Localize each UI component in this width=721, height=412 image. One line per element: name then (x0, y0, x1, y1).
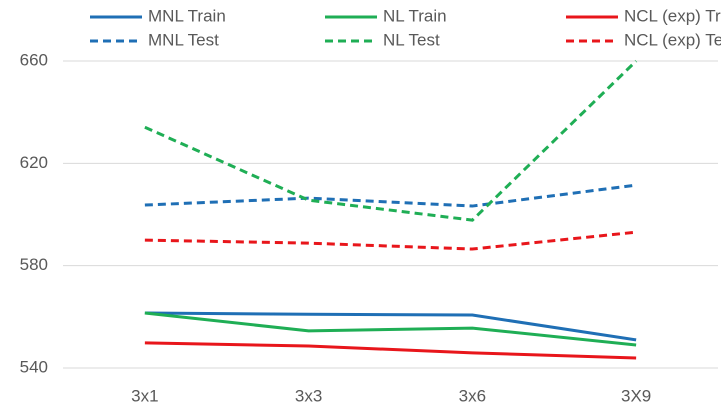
x-tick-label: 3x1 (131, 386, 158, 405)
series-line (144, 341, 637, 360)
x-tick-label: 3x6 (459, 386, 486, 405)
legend-label: NCL (exp) Test (624, 30, 721, 49)
legend-label: MNL Test (148, 30, 219, 49)
x-tick-label: 3X9 (621, 386, 651, 405)
legend-label: NL Train (383, 6, 447, 25)
legend-label: MNL Train (148, 6, 226, 25)
y-tick-label: 620 (20, 153, 48, 172)
series-line (144, 59, 638, 222)
series-line (144, 311, 637, 342)
legend-label: NL Test (383, 30, 440, 49)
legend-label: NCL (exp) Train (624, 6, 721, 25)
y-tick-label: 540 (20, 357, 48, 376)
y-tick-label: 580 (20, 255, 48, 274)
series-line (144, 311, 637, 347)
series-line (144, 183, 637, 208)
series-line (144, 230, 637, 251)
y-tick-label: 660 (20, 50, 48, 69)
x-tick-label: 3x3 (295, 386, 322, 405)
